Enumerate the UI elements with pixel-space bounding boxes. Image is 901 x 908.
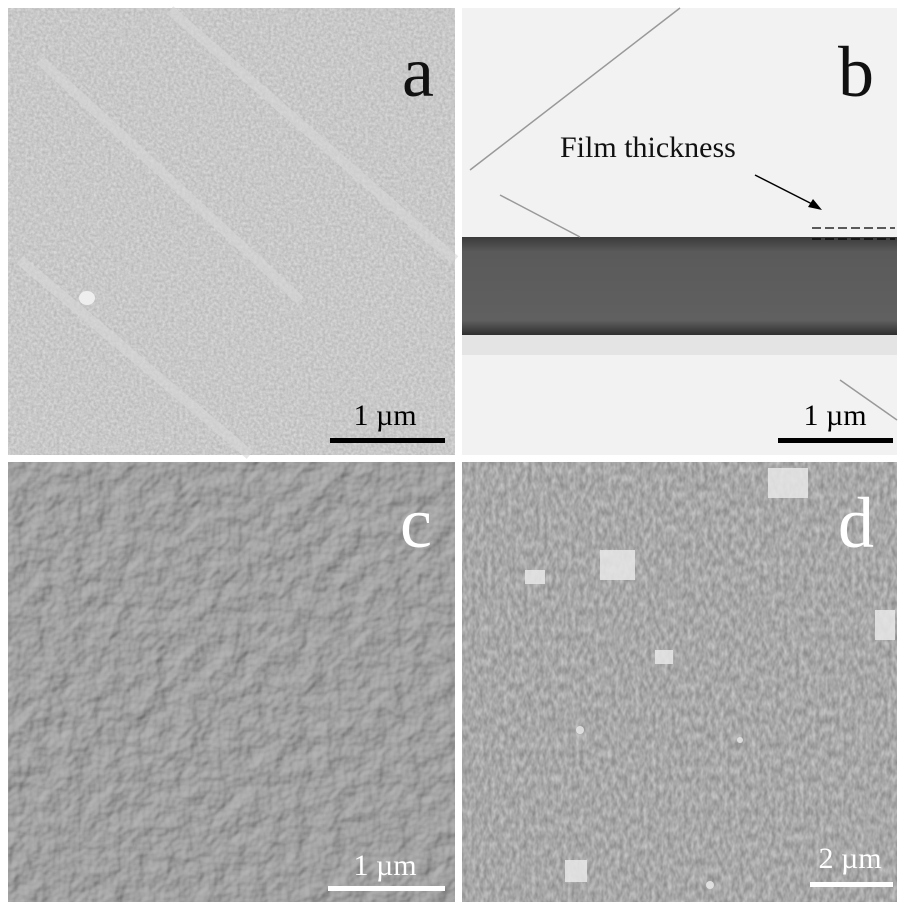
annotation: Film thickness [560,131,736,164]
panel-d: d 2 µm [462,462,897,902]
scale-bar [810,882,893,887]
film-cross-section [462,237,897,335]
scale-bar-label: 2 µm [818,842,881,875]
texture [462,462,897,902]
figure: a 1 µm Film thickness b 1 µm c 1 µm [0,0,901,908]
scale-bar [778,438,893,443]
panel-label: b [838,32,874,112]
panel-c: c 1 µm [8,462,455,902]
substrate-edge [462,335,897,355]
particle [79,291,95,305]
micrograph [462,8,897,455]
panel-label: d [838,483,874,563]
scale-bar-label: 1 µm [353,399,416,432]
scale-bar-label: 1 µm [353,849,416,882]
panel-b: Film thickness b 1 µm [462,8,897,455]
panel-label: c [400,483,432,563]
scale-bar [328,886,445,891]
panel-label: a [402,32,434,112]
scale-bar [330,438,445,443]
panel-a: a 1 µm [8,8,455,455]
scale-bar-label: 1 µm [803,399,866,432]
texture [8,462,455,902]
